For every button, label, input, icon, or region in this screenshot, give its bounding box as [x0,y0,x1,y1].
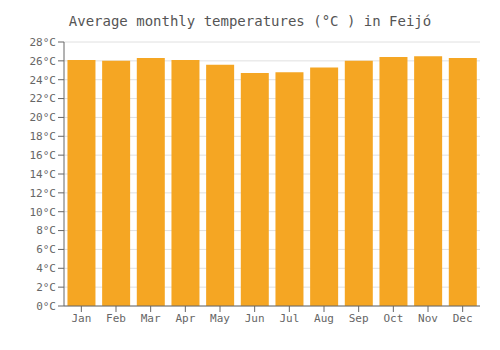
svg-text:Jul: Jul [279,312,299,325]
svg-text:May: May [210,312,230,325]
svg-text:Mar: Mar [141,312,161,325]
svg-text:10°C: 10°C [30,206,57,219]
svg-text:18°C: 18°C [30,130,57,143]
svg-text:Jan: Jan [71,312,91,325]
svg-text:22°C: 22°C [30,92,57,105]
svg-text:2°C: 2°C [36,281,56,294]
svg-text:24°C: 24°C [30,74,57,87]
svg-text:Jun: Jun [245,312,265,325]
svg-text:Oct: Oct [383,312,403,325]
svg-text:12°C: 12°C [30,187,57,200]
svg-text:Dec: Dec [453,312,473,325]
svg-text:Sep: Sep [349,312,369,325]
svg-text:28°C: 28°C [30,36,57,49]
svg-text:Apr: Apr [175,312,195,325]
svg-text:Nov: Nov [418,312,438,325]
svg-text:4°C: 4°C [36,262,56,275]
svg-text:26°C: 26°C [30,55,57,68]
svg-text:Feb: Feb [106,312,126,325]
svg-text:8°C: 8°C [36,224,56,237]
html-text:Average monthly temperatures (: Average monthly temperatures (°C ) in Fe… [68,13,432,29]
svg-text:20°C: 20°C [30,111,57,124]
svg-text:6°C: 6°C [36,243,56,256]
svg-text:Aug: Aug [314,312,334,325]
svg-text:14°C: 14°C [30,168,57,181]
svg-text:16°C: 16°C [30,149,57,162]
svg-text:0°C: 0°C [36,300,56,313]
